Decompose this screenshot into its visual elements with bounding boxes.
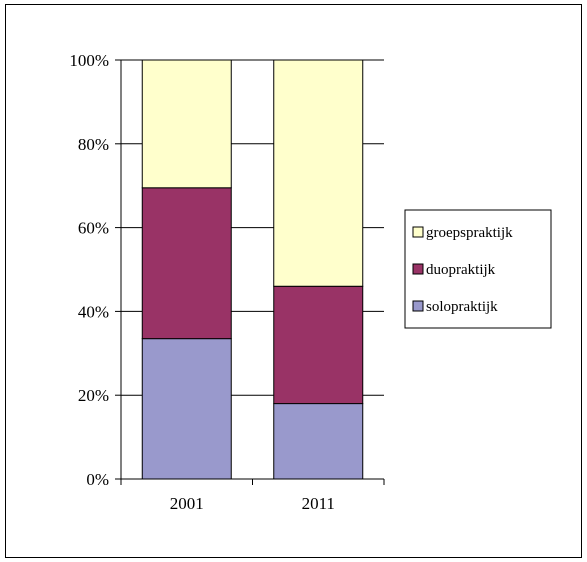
- legend: groepspraktijk duopraktijk solopraktijk: [404, 209, 552, 329]
- x-tick-label: 2011: [302, 494, 335, 513]
- y-tick-label: 100%: [69, 51, 109, 70]
- bar-segment-solopraktijk-2011: [273, 403, 364, 480]
- legend-box: [404, 209, 552, 329]
- bar-segment-solopraktijk-2001: [141, 338, 232, 480]
- bar-segment-duopraktijk-2001: [141, 187, 232, 340]
- y-axis-ticks: 0% 20% 40% 60% 80% 100%: [69, 51, 121, 489]
- legend-swatch-duopraktijk: [412, 263, 424, 275]
- y-tick-label: 40%: [78, 302, 109, 321]
- y-tick-label: 20%: [78, 386, 109, 405]
- legend-label-solopraktijk: solopraktijk: [426, 299, 498, 315]
- legend-swatch-groepspraktijk: [412, 226, 424, 238]
- axes: [120, 60, 385, 485]
- bar-segment-duopraktijk-2011: [273, 285, 364, 405]
- y-tick-label: 80%: [78, 135, 109, 154]
- bars: [141, 59, 364, 480]
- x-axis-labels: 2001 2011: [170, 494, 335, 513]
- legend-label-groepspraktijk: groepspraktijk: [426, 225, 513, 241]
- y-tick-label: 60%: [78, 219, 109, 238]
- bar-segment-groepspraktijk-2001: [141, 59, 232, 189]
- legend-swatch-solopraktijk: [412, 300, 424, 312]
- legend-label-duopraktijk: duopraktijk: [426, 262, 496, 278]
- y-tick-label: 0%: [86, 470, 109, 489]
- x-tick-label: 2001: [170, 494, 204, 513]
- bar-segment-groepspraktijk-2011: [273, 59, 364, 287]
